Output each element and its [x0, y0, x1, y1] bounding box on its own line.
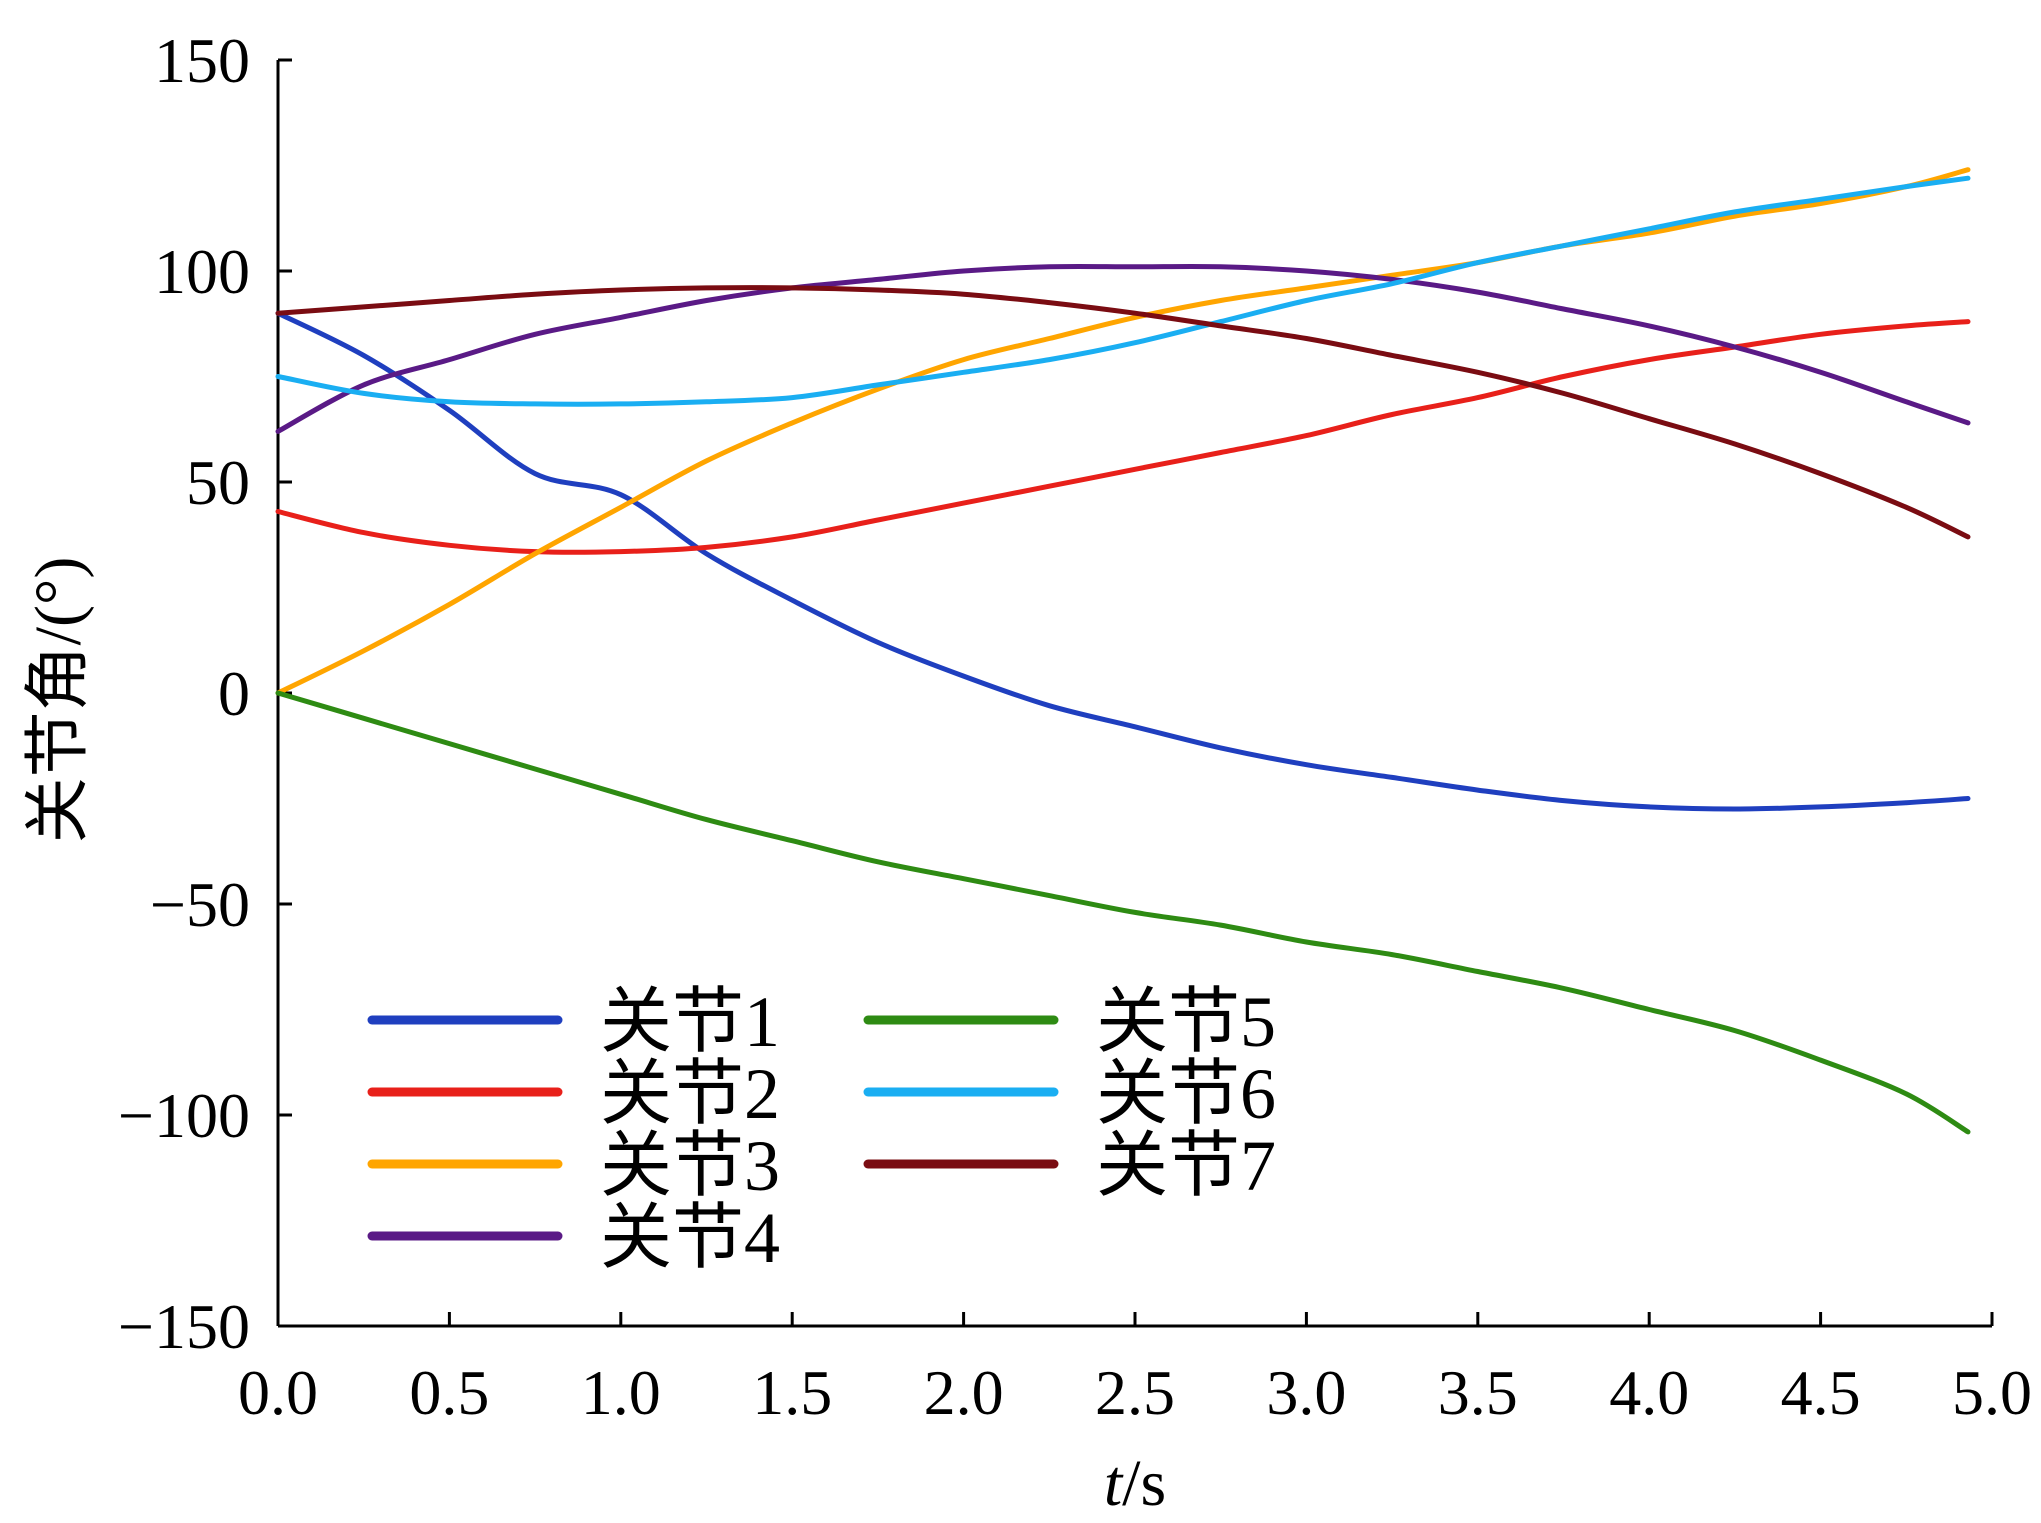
x-axis-title-variable: t	[1104, 1447, 1124, 1520]
y-tick-label: −150	[118, 1291, 250, 1362]
legend-label-1: 关节1	[600, 982, 780, 1062]
legend-label-3: 关节3	[600, 1126, 780, 1206]
series-line-5	[275, 690, 1971, 1135]
legend-label-5: 关节5	[1096, 982, 1276, 1062]
x-tick-label: 2.0	[924, 1357, 1004, 1428]
y-tick-label: 100	[154, 236, 250, 307]
legend-label-6: 关节6	[1096, 1054, 1276, 1134]
series-line-6	[275, 175, 1971, 407]
y-tick-label: 0	[218, 658, 250, 729]
x-axis-title-unit: /s	[1122, 1447, 1166, 1520]
x-axis-title: t/s	[1104, 1447, 1166, 1520]
y-tick-label: 150	[154, 25, 250, 96]
x-tick-label: 1.0	[581, 1357, 661, 1428]
series-line-1	[275, 310, 1971, 812]
x-tick-label: 3.5	[1438, 1357, 1518, 1428]
y-tick-label: −50	[150, 869, 250, 940]
series-line-4	[275, 263, 1971, 434]
series-line-3	[275, 167, 1971, 696]
x-tick-label: 5.0	[1952, 1357, 2032, 1428]
y-ticks: −150 −100 −50 0 50 100 150	[118, 25, 292, 1362]
x-tick-label: 4.5	[1781, 1357, 1861, 1428]
x-tick-label: 0.0	[238, 1357, 318, 1428]
x-tick-label: 1.5	[752, 1357, 832, 1428]
y-axis-title: 关节角/(°)	[22, 557, 95, 844]
y-tick-label: 50	[186, 447, 250, 518]
legend-label-4: 关节4	[600, 1198, 780, 1278]
series-line-7	[275, 285, 1971, 540]
y-tick-label: −100	[118, 1080, 250, 1151]
x-tick-label: 2.5	[1095, 1357, 1175, 1428]
x-tick-label: 0.5	[409, 1357, 489, 1428]
x-ticks: 0.0 0.5 1.0 1.5 2.0 2.5 3.0 3.5 4.0 4.5 5.0	[238, 1312, 2032, 1428]
legend-label-7: 关节7	[1096, 1126, 1276, 1206]
x-tick-label: 4.0	[1609, 1357, 1689, 1428]
x-tick-label: 3.0	[1266, 1357, 1346, 1428]
series-lines	[275, 167, 1971, 1135]
legend-label-2: 关节2	[600, 1054, 780, 1134]
series-line-2	[275, 319, 1971, 555]
